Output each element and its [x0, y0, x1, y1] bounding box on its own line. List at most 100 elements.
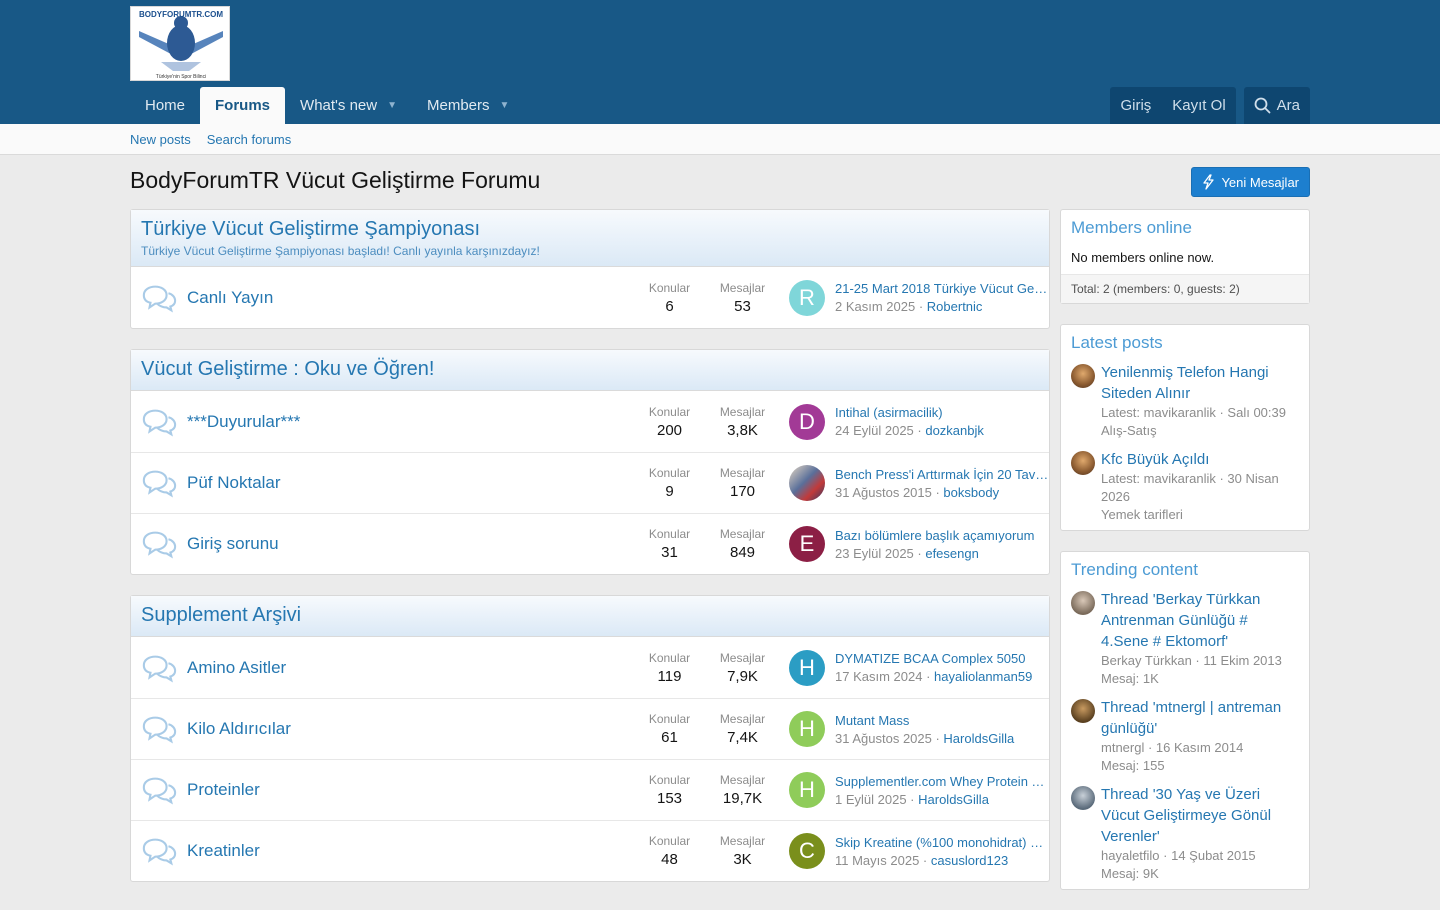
threads-count: 153	[656, 790, 683, 807]
avatar[interactable]	[1071, 786, 1095, 810]
login-link[interactable]: Giriş	[1120, 97, 1152, 114]
members-online-title[interactable]: Members online	[1071, 218, 1192, 237]
search-button[interactable]: Ara	[1243, 87, 1310, 124]
trending-title[interactable]: Thread '30 Yaş ve Üzeri Vücut Geliştirme…	[1101, 786, 1272, 845]
messages-label: Mesajlar	[719, 650, 766, 665]
messages-count: 849	[729, 544, 756, 561]
last-post-date[interactable]: 17 Kasım 2024	[835, 669, 923, 684]
trending-content: Thread 'Berkay Türkkan Antrenman Günlüğü…	[1101, 589, 1299, 688]
trending-replies: Mesaj: 9K	[1101, 866, 1159, 881]
latest-post-title[interactable]: Yenilenmiş Telefon Hangi Siteden Alınır	[1101, 364, 1269, 402]
tab-members[interactable]: Members ▼	[412, 87, 524, 124]
avatar[interactable]	[1071, 591, 1095, 615]
forum-chat-icon	[141, 836, 177, 866]
latest-post-forum[interactable]: Alış-Satış	[1101, 423, 1157, 438]
last-post: R 21-25 Mart 2018 Türkiye Vücut Geliştirm…	[779, 279, 1049, 316]
last-post-info: Skip Kreatine (%100 monohidrat) yorumlar…	[835, 835, 1049, 868]
last-post-date[interactable]: 31 Ağustos 2015	[835, 484, 932, 500]
forum-title[interactable]: Proteinler	[187, 780, 260, 799]
latest-post-item: Kfc Büyük Açıldı Latest: mavikaranlik · 3…	[1061, 446, 1309, 530]
avatar[interactable]: H	[789, 772, 825, 808]
last-post-title[interactable]: Bazı bölümlere başlık açamıyorum	[835, 527, 1035, 543]
tab-home[interactable]: Home	[130, 87, 200, 124]
latest-posts-title[interactable]: Latest posts	[1071, 333, 1163, 352]
avatar[interactable]	[1071, 364, 1095, 388]
last-post-user[interactable]: HaroldsGilla	[918, 791, 989, 807]
last-post-user[interactable]: HaroldsGilla	[943, 730, 1015, 746]
forum-row: Giriş sorunu Konular 31 Mesajlar 849 E Bazı bö…	[131, 513, 1049, 574]
register-link[interactable]: Kayıt Ol	[1172, 97, 1226, 114]
last-post-title[interactable]: Mutant Mass	[835, 712, 910, 728]
last-post-meta: 23 Eylül 2025 · efesengn	[835, 545, 979, 561]
threads-label: Konular	[648, 650, 691, 665]
trending-title[interactable]: Trending content	[1071, 560, 1198, 579]
last-post-user[interactable]: hayaliolanman59	[934, 669, 1033, 684]
avatar[interactable]	[1071, 699, 1095, 723]
last-post-date[interactable]: 24 Eylül 2025	[835, 423, 914, 438]
avatar[interactable]: H	[789, 711, 825, 747]
last-post-title[interactable]: Skip Kreatine (%100 monohidrat) yorumlar…	[835, 834, 1049, 850]
avatar[interactable]	[1071, 451, 1095, 475]
last-post-title[interactable]: Bench Press'i Arttırmak İçin 20 Tavsiye	[835, 466, 1049, 482]
chevron-down-icon[interactable]: ▼	[387, 100, 397, 111]
sub-nav: New posts Search forums	[0, 124, 1440, 155]
last-post-user[interactable]: casuslord123	[930, 852, 1009, 868]
category-title[interactable]: Türkiye Vücut Geliştirme Şampiyonası	[141, 218, 481, 240]
last-post-title[interactable]: Intihal (asirmacilik)	[835, 405, 943, 420]
last-post-date[interactable]: 23 Eylül 2025	[835, 545, 914, 561]
last-post-user[interactable]: Robertnic	[926, 299, 983, 314]
messages-label: Mesajlar	[719, 280, 766, 295]
avatar[interactable]: C	[789, 833, 825, 869]
avatar[interactable]	[789, 465, 825, 501]
last-post-date[interactable]: 2 Kasım 2025	[835, 299, 916, 314]
category-block: Türkiye Vücut Geliştirme Şampiyonası Türk…	[130, 209, 1050, 329]
tab-forums[interactable]: Forums	[200, 87, 286, 124]
search-forums-link[interactable]: Search forums	[206, 131, 292, 147]
avatar[interactable]: R	[789, 279, 825, 316]
messages-label: Mesajlar	[719, 527, 766, 541]
forum-title[interactable]: Püf Noktalar	[187, 473, 281, 492]
last-post-title[interactable]: Supplementler.com Whey Protein Tozu	[835, 773, 1049, 789]
threads-stat: Konular 200	[633, 405, 706, 439]
new-posts-button[interactable]: Yeni Mesajlar	[1191, 167, 1310, 197]
trending-title[interactable]: Thread 'mtnergl | antreman günlüğü'	[1101, 699, 1282, 737]
last-post-date[interactable]: 31 Ağustos 2025	[835, 730, 932, 746]
avatar[interactable]: E	[789, 526, 825, 562]
forum-title[interactable]: Giriş sorunu	[187, 534, 279, 553]
category-block: Vücut Geliştirme : Oku ve Öğren! ***Duyur…	[130, 349, 1050, 575]
tab-whats-new[interactable]: What's new ▼	[285, 87, 412, 124]
tab-home-label: Home	[145, 97, 186, 114]
last-post-user[interactable]: dozkanbjk	[925, 423, 984, 438]
forum-title[interactable]: Kreatinler	[187, 841, 260, 860]
threads-stat: Konular 9	[633, 466, 706, 500]
last-post-date[interactable]: 1 Eylül 2025	[835, 791, 907, 807]
last-post-title[interactable]: 21-25 Mart 2018 Türkiye Vücut Geliştirme	[835, 281, 1049, 296]
page-title: BodyForumTR Vücut Geliştirme Forumu	[130, 167, 541, 193]
forum-row: Canlı Yayın Konular 6 Mesajlar 53 R 21-25 Mart…	[131, 267, 1049, 328]
avatar[interactable]: H	[789, 649, 825, 686]
forum-title[interactable]: Kilo Aldırıcılar	[187, 719, 291, 738]
category-header: Vücut Geliştirme : Oku ve Öğren!	[131, 350, 1049, 391]
latest-post-title[interactable]: Kfc Büyük Açıldı	[1101, 451, 1210, 468]
chevron-down-icon[interactable]: ▼	[499, 100, 510, 111]
forum-title[interactable]: Amino Asitler	[187, 657, 287, 677]
category-title[interactable]: Supplement Arşivi	[141, 604, 302, 626]
forum-title[interactable]: ***Duyurular***	[187, 411, 301, 431]
last-post: H Supplementler.com Whey Protein Tozu 1 Ey…	[779, 772, 1049, 808]
site-logo[interactable]: BODYFORUMTR.COM Türkiye'nin Spor Bilinci	[130, 6, 230, 81]
latest-post-forum[interactable]: Yemek tarifleri	[1101, 507, 1183, 522]
last-post-date[interactable]: 11 Mayıs 2025	[835, 852, 920, 868]
last-post-user[interactable]: efesengn	[925, 545, 979, 561]
messages-label: Mesajlar	[719, 404, 766, 419]
category-header: Supplement Arşivi	[131, 596, 1049, 637]
trending-title[interactable]: Thread 'Berkay Türkkan Antrenman Günlüğü…	[1101, 591, 1261, 650]
avatar[interactable]: D	[789, 403, 825, 440]
tab-forums-label: Forums	[215, 97, 271, 114]
last-post: D Intihal (asirmacilik) 24 Eylül 2025 · do…	[779, 403, 1049, 440]
category-title[interactable]: Vücut Geliştirme : Oku ve Öğren!	[141, 358, 435, 380]
new-posts-link[interactable]: New posts	[130, 131, 191, 147]
forum-title[interactable]: Canlı Yayın	[187, 287, 274, 307]
threads-label: Konular	[648, 712, 691, 726]
last-post-title[interactable]: DYMATIZE BCAA Complex 5050	[835, 651, 1026, 666]
last-post-user[interactable]: boksbody	[943, 484, 1000, 500]
